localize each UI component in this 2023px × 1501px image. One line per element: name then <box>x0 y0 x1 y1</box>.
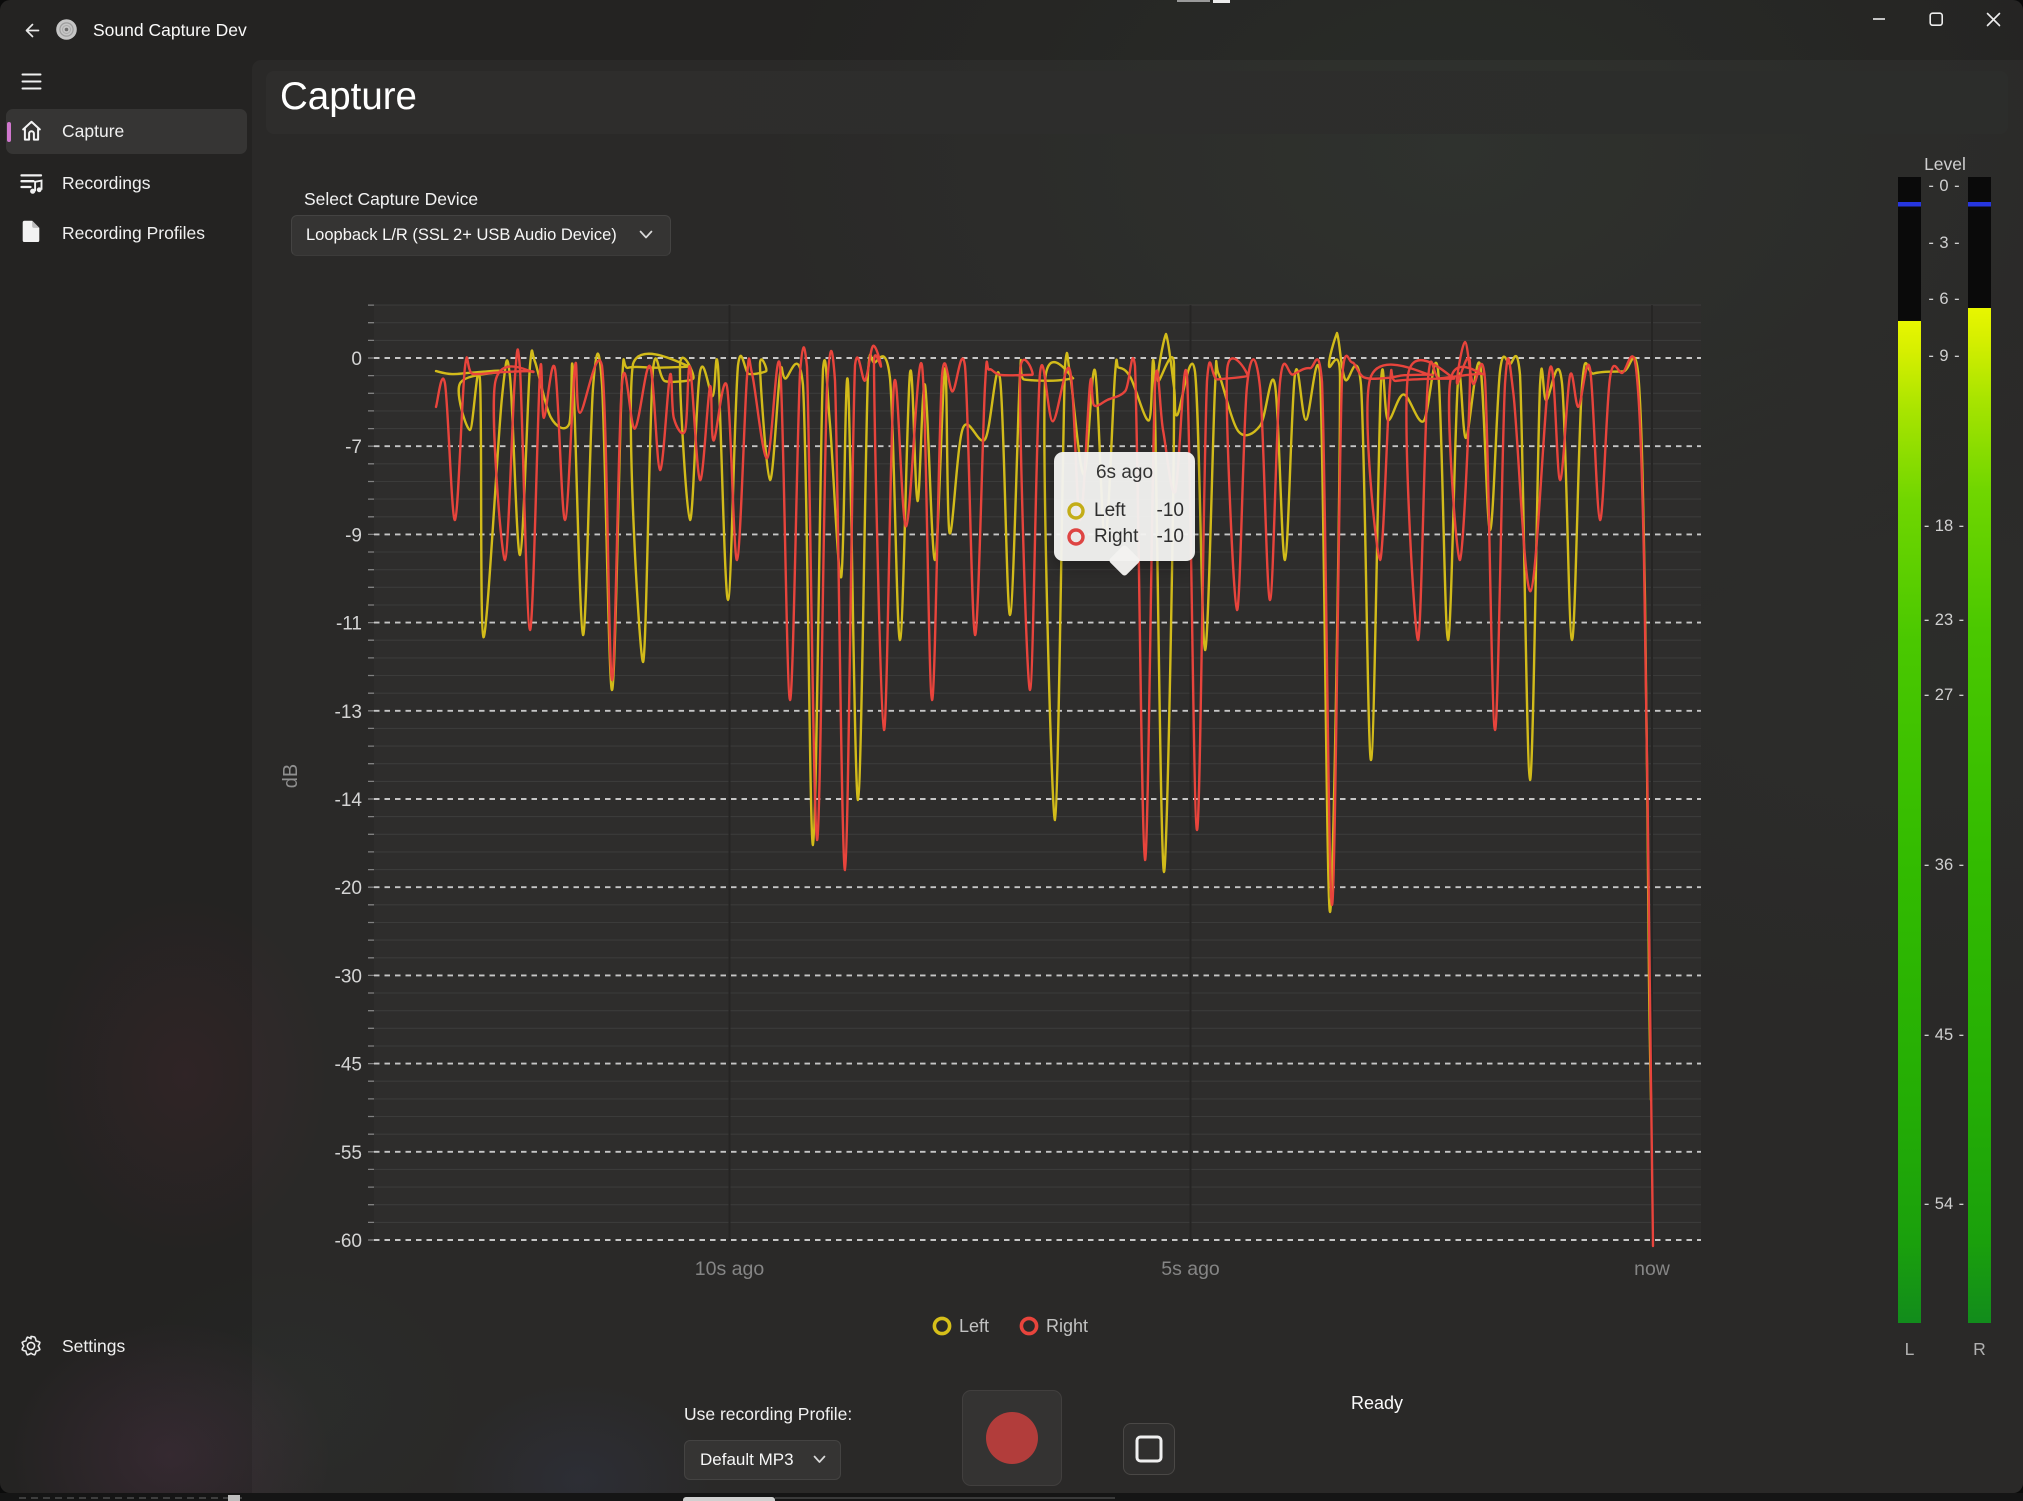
svg-text:-7: -7 <box>345 437 362 458</box>
svg-text:- 54 -: - 54 - <box>1924 1195 1964 1213</box>
svg-text:L: L <box>1905 1339 1915 1359</box>
svg-text:0: 0 <box>351 349 362 370</box>
svg-text:- 0 -: - 0 - <box>1928 177 1959 195</box>
svg-text:-30: -30 <box>335 966 362 987</box>
svg-text:- 23 -: - 23 - <box>1924 611 1964 629</box>
svg-text:-11: -11 <box>336 614 362 635</box>
svg-text:- 3 -: - 3 - <box>1928 234 1959 252</box>
svg-text:-20: -20 <box>335 878 362 899</box>
svg-text:5s ago: 5s ago <box>1161 1258 1220 1280</box>
svg-text:-60: -60 <box>335 1231 362 1252</box>
svg-text:-45: -45 <box>335 1055 362 1076</box>
svg-text:- 6 -: - 6 - <box>1928 290 1959 308</box>
svg-text:-14: -14 <box>335 790 363 811</box>
svg-text:R: R <box>1973 1339 1986 1359</box>
svg-text:-13: -13 <box>335 702 362 723</box>
svg-text:10s ago: 10s ago <box>695 1258 765 1280</box>
svg-text:-55: -55 <box>335 1143 362 1164</box>
svg-text:- 45 -: - 45 - <box>1924 1026 1964 1044</box>
svg-text:- 27 -: - 27 - <box>1924 686 1964 704</box>
svg-text:dB: dB <box>280 764 302 788</box>
svg-text:now: now <box>1634 1258 1671 1280</box>
svg-text:-9: -9 <box>345 525 362 546</box>
svg-text:Level: Level <box>1924 154 1966 174</box>
svg-text:- 18 -: - 18 - <box>1924 517 1964 535</box>
svg-text:- 36 -: - 36 - <box>1924 856 1964 874</box>
svg-text:- 9 -: - 9 - <box>1928 347 1959 365</box>
